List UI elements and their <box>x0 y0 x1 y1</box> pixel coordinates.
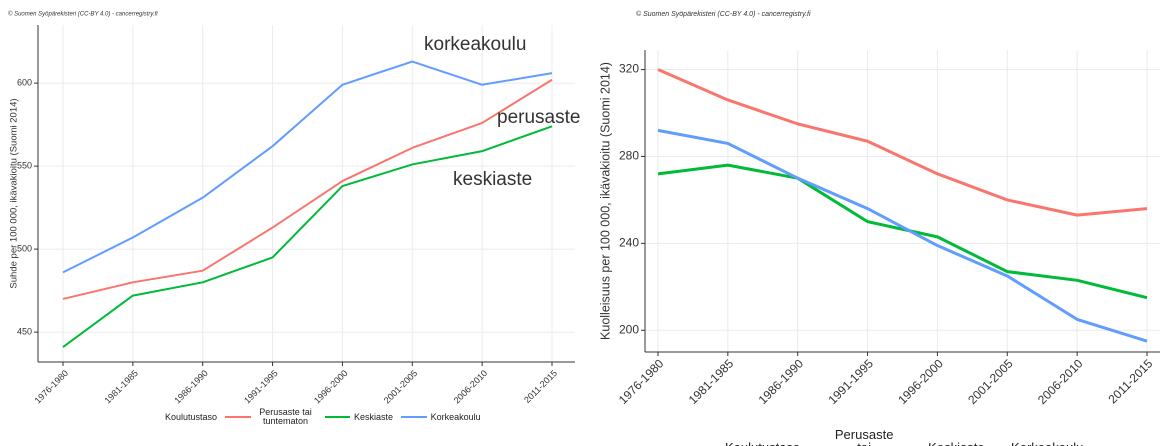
x-tick-label: 1976-1980 <box>616 356 667 407</box>
line-series <box>657 68 1148 217</box>
x-tick-label: 1996-2000 <box>895 356 946 407</box>
y-tick-label: 600 <box>17 77 32 87</box>
y-tick-label: 280 <box>619 149 639 163</box>
legend-title: Koulutustaso <box>165 412 218 422</box>
legend-swatch <box>324 416 351 418</box>
x-tick-label: 2006-2010 <box>1035 356 1086 407</box>
y-axis-label: Kuolleisuus per 100 000, ikävakioitu (Su… <box>598 62 612 340</box>
x-tick-label: 1986-1990 <box>172 368 210 406</box>
line-series <box>62 78 553 300</box>
legend-label: Korkeakoulu <box>430 411 481 422</box>
legend-swatch <box>225 416 251 418</box>
x-tick-label: 1991-1995 <box>825 356 876 407</box>
legend-item: Keskiaste <box>324 411 394 422</box>
annotation: keskiaste <box>453 169 532 190</box>
legend-item: Perusaste tai tuntematon <box>225 408 317 426</box>
annotation: perusaste <box>497 107 580 128</box>
x-tick-label: 2001-2005 <box>965 356 1016 407</box>
legend-label: Korkeakoulu <box>1011 441 1083 446</box>
legend-item: Korkeakoulu <box>401 411 481 422</box>
x-tick-label: 1976-1980 <box>33 368 71 406</box>
legend-swatch <box>401 416 427 418</box>
legend-item: Perusaste tai tuntematon <box>808 428 902 446</box>
line-series <box>62 60 553 274</box>
y-tick-label: 450 <box>17 326 32 336</box>
legend-item: Keskiaste <box>910 441 984 446</box>
x-tick-label: 2001-2005 <box>382 368 420 406</box>
y-tick-label: 240 <box>619 236 639 250</box>
legend-label: Keskiaste <box>928 441 984 446</box>
x-tick-label: 1981-1985 <box>102 368 140 406</box>
y-tick-label: 550 <box>17 160 32 170</box>
legend-label: Perusaste tai tuntematon <box>259 407 312 426</box>
x-tick-label: 1991-1995 <box>242 368 280 406</box>
legend-label: Perusaste tai tuntematon <box>834 427 894 446</box>
caption: © Suomen Syöpärekisteri (CC-BY 4.0) - ca… <box>8 11 158 18</box>
y-tick-label: 500 <box>17 243 32 253</box>
line-series <box>62 125 553 348</box>
legend: Koulutustaso Perusaste tai tuntematon Kesk… <box>165 408 481 426</box>
line-series <box>657 163 1148 300</box>
annotation: korkeakoulu <box>424 34 526 55</box>
legend-title: Koulutustaso <box>725 440 800 446</box>
x-tick-label: 1986-1990 <box>756 356 807 407</box>
line-series <box>657 128 1148 343</box>
x-tick-label: 2011-2015 <box>522 368 559 405</box>
x-tick-label: 1996-2000 <box>312 368 350 406</box>
legend-label: Keskiaste <box>354 411 394 422</box>
x-tick-label: 2011-2015 <box>1106 356 1156 406</box>
x-tick-label: 2006-2010 <box>452 368 490 406</box>
x-tick-label: 1981-1985 <box>686 356 737 407</box>
y-axis-label: Suhde per 100 000, ikävakioitu (Suomi 20… <box>9 98 20 288</box>
caption: © Suomen Syöpärekisteri (CC-BY 4.0) - ca… <box>636 10 811 18</box>
y-tick-label: 320 <box>619 62 639 76</box>
legend: Koulutustaso Perusaste tai tuntematon Kesk… <box>725 428 1083 446</box>
y-tick-label: 200 <box>619 322 639 336</box>
legend-item: Korkeakoulu <box>993 441 1083 446</box>
